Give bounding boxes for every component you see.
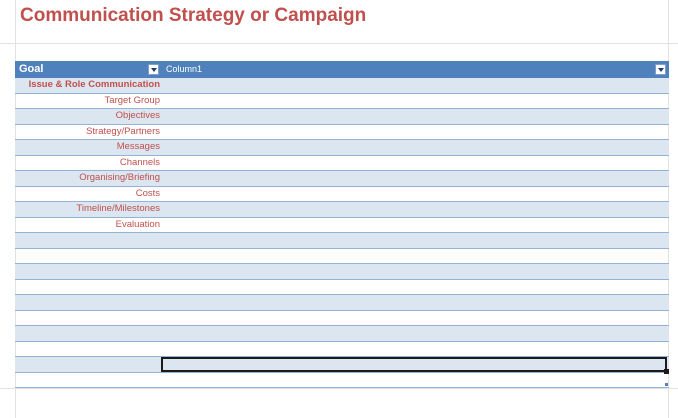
cell-column1[interactable] [162,295,669,310]
cell-goal[interactable] [15,357,161,372]
cell-goal[interactable] [15,295,161,310]
cell-goal[interactable]: Costs [135,187,160,199]
table-row [15,295,669,311]
header-column1[interactable]: Column1 [166,64,203,74]
table-row [15,373,669,388]
table-row [15,233,669,249]
table-row: Target Group [15,94,669,109]
table-row [15,357,669,373]
cell-column1[interactable] [162,125,669,140]
filter-dropdown-icon[interactable] [655,64,666,75]
table-row [15,326,669,342]
cell-column1[interactable] [162,326,669,341]
cell-column1[interactable] [162,264,669,279]
table-row: Issue & Role Communication [15,78,669,94]
table-row: Objectives [15,109,669,125]
cell-column1[interactable] [162,78,669,93]
cell-column1[interactable] [162,109,669,124]
cell-column1[interactable] [162,171,669,186]
selected-cell[interactable] [161,357,667,372]
cell-column1[interactable] [162,373,669,388]
table-resize-handle[interactable] [665,383,668,386]
cell-column1[interactable] [162,94,669,109]
table-row: Strategy/Partners [15,125,669,140]
cell-goal[interactable]: Timeline/Milestones [76,203,160,214]
cell-goal[interactable] [15,373,161,388]
cell-goal[interactable]: Messages [116,141,160,152]
table-header-row: Goal Column1 [15,61,669,78]
table-row [15,249,669,264]
cell-goal[interactable]: Objectives [115,110,160,121]
cell-column1[interactable] [162,187,669,202]
cell-column1[interactable] [162,140,669,155]
cell-column1[interactable] [162,233,669,248]
table-row [15,311,669,326]
cell-goal[interactable]: Organising/Briefing [79,172,160,183]
cell-column1[interactable] [162,311,669,326]
table-row: Organising/Briefing [15,171,669,187]
cell-goal[interactable] [15,311,161,326]
cell-goal[interactable] [15,326,161,341]
header-goal[interactable]: Goal [19,63,44,75]
gridline [0,388,678,389]
fill-handle[interactable] [664,369,669,374]
cell-goal[interactable] [15,342,161,357]
cell-goal[interactable]: Channels [119,156,160,168]
table-row: Costs [15,187,669,202]
cell-goal[interactable]: Target Group [104,94,160,106]
cell-column1[interactable] [162,249,669,264]
table-row: Evaluation [15,218,669,233]
cell-goal[interactable]: Issue & Role Communication [28,79,160,90]
table-row: Channels [15,156,669,171]
cell-column1[interactable] [162,342,669,357]
filter-dropdown-icon[interactable] [148,64,159,75]
cell-goal[interactable] [15,249,161,264]
sheet-title[interactable]: Communication Strategy or Campaign [20,5,367,26]
table-body: Issue & Role Communication Target Group Ob… [15,78,669,388]
table-row: Timeline/Milestones [15,202,669,218]
table-row [15,264,669,280]
table-row: Messages [15,140,669,156]
cell-column1[interactable] [162,218,669,233]
data-table: Goal Column1 Issue & Role Communication T… [15,61,669,388]
cell-goal[interactable]: Strategy/Partners [86,125,160,137]
cell-column1[interactable] [162,202,669,217]
cell-goal[interactable] [15,233,161,248]
gridline [0,43,678,44]
table-row [15,342,669,357]
cell-column1[interactable] [162,280,669,295]
cell-goal[interactable] [15,264,161,279]
table-row [15,280,669,295]
cell-column1[interactable] [162,156,669,171]
cell-goal[interactable]: Evaluation [115,218,160,230]
cell-goal[interactable] [15,280,161,295]
